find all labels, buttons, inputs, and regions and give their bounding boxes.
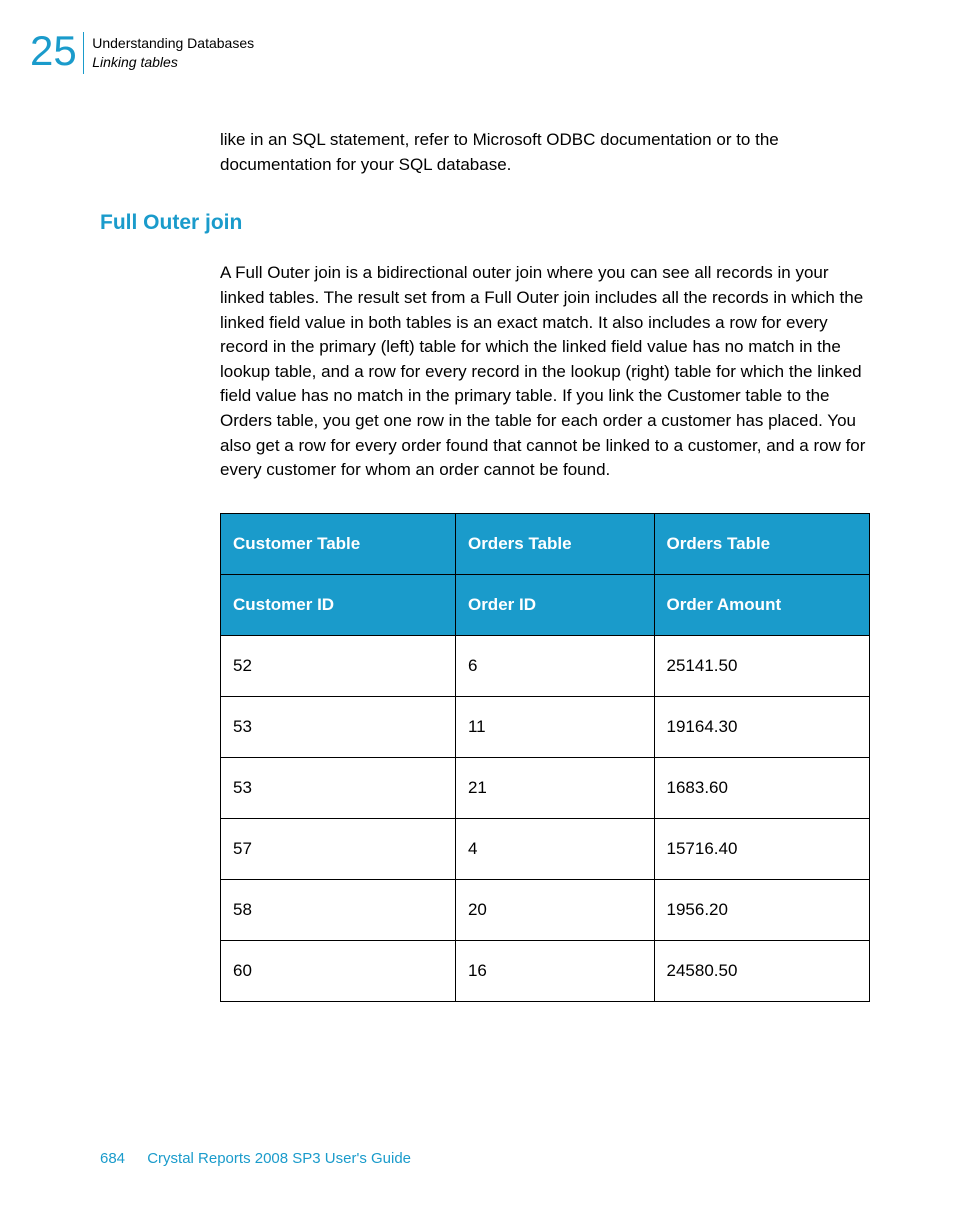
table-cell: 11: [455, 697, 654, 758]
table-cell: 24580.50: [654, 941, 869, 1002]
table-cell: 52: [221, 636, 456, 697]
table-subheader-cell: Order ID: [455, 575, 654, 636]
join-result-table: Customer Table Orders Table Orders Table…: [220, 513, 870, 1002]
chapter-number: 25: [30, 30, 77, 72]
table-row: 60 16 24580.50: [221, 941, 870, 1002]
chapter-title: Understanding Databases: [92, 34, 254, 53]
page-number: 684: [100, 1150, 125, 1167]
table-cell: 60: [221, 941, 456, 1002]
table-row: 58 20 1956.20: [221, 880, 870, 941]
table-cell: 58: [221, 880, 456, 941]
table-cell: 6: [455, 636, 654, 697]
table-cell: 53: [221, 697, 456, 758]
table-cell: 1683.60: [654, 758, 869, 819]
section-heading: Full Outer join: [100, 211, 870, 235]
table-header-row-2: Customer ID Order ID Order Amount: [221, 575, 870, 636]
page-content: like in an SQL statement, refer to Micro…: [100, 128, 870, 1002]
page-footer: 684 Crystal Reports 2008 SP3 User's Guid…: [100, 1150, 411, 1167]
header-divider: [83, 32, 85, 74]
table-cell: 15716.40: [654, 819, 869, 880]
table-row: 57 4 15716.40: [221, 819, 870, 880]
table-cell: 57: [221, 819, 456, 880]
section-title: Linking tables: [92, 53, 254, 72]
table-cell: 19164.30: [654, 697, 869, 758]
table-cell: 53: [221, 758, 456, 819]
table-header-cell: Orders Table: [455, 514, 654, 575]
table-row: 53 11 19164.30: [221, 697, 870, 758]
table-header-cell: Customer Table: [221, 514, 456, 575]
header-text-block: Understanding Databases Linking tables: [92, 30, 254, 72]
table-row: 53 21 1683.60: [221, 758, 870, 819]
table-subheader-cell: Order Amount: [654, 575, 869, 636]
table-subheader-cell: Customer ID: [221, 575, 456, 636]
table-cell: 21: [455, 758, 654, 819]
table-cell: 20: [455, 880, 654, 941]
table-row: 52 6 25141.50: [221, 636, 870, 697]
page-header: 25 Understanding Databases Linking table…: [30, 30, 254, 74]
intro-paragraph: like in an SQL statement, refer to Micro…: [220, 128, 870, 177]
table-cell: 1956.20: [654, 880, 869, 941]
section-body: A Full Outer join is a bidirectional out…: [220, 261, 870, 483]
table-cell: 16: [455, 941, 654, 1002]
table-cell: 25141.50: [654, 636, 869, 697]
table-header-cell: Orders Table: [654, 514, 869, 575]
table-header-row-1: Customer Table Orders Table Orders Table: [221, 514, 870, 575]
table-cell: 4: [455, 819, 654, 880]
footer-doc-title: Crystal Reports 2008 SP3 User's Guide: [147, 1150, 411, 1167]
